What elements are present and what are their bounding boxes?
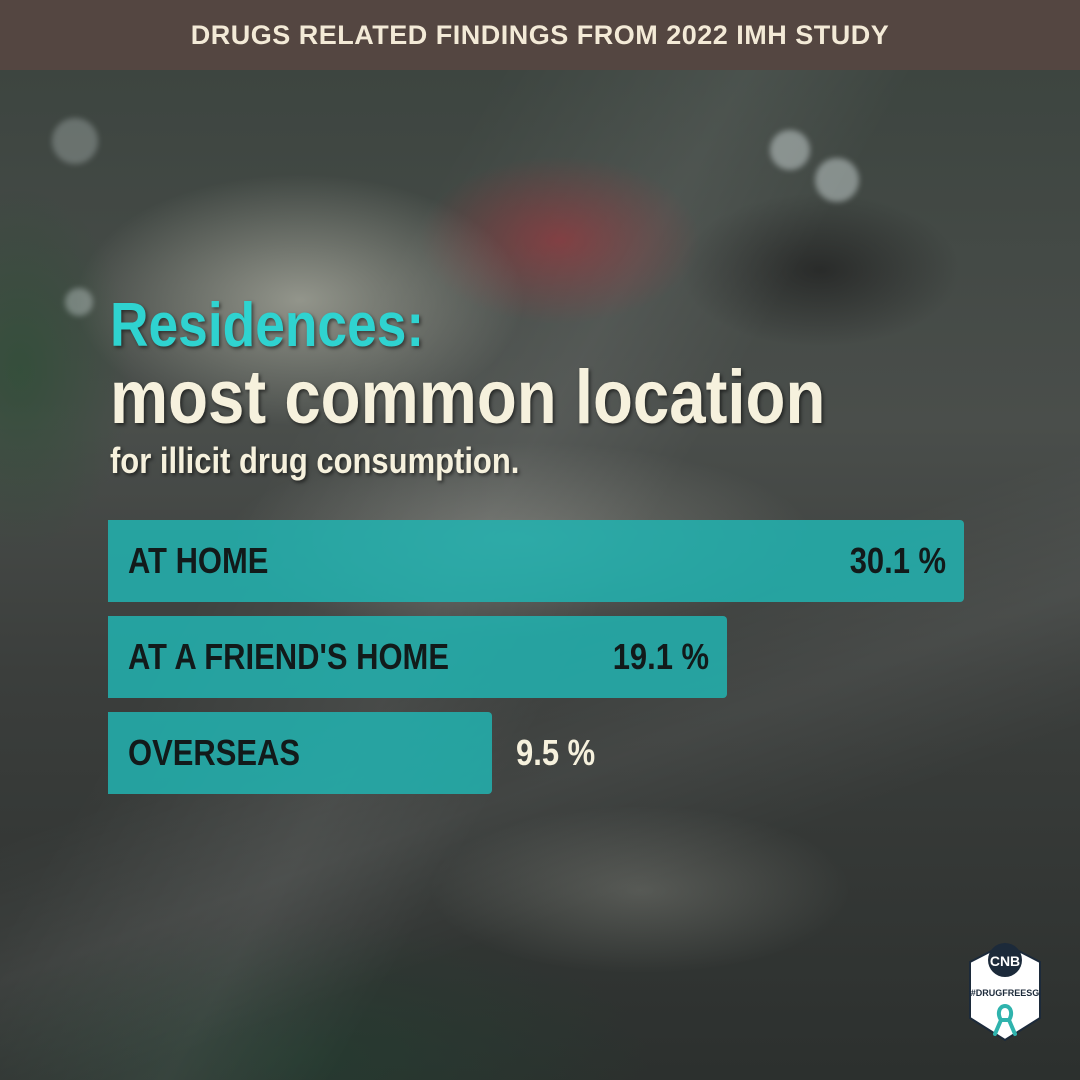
headline-block: Residences: most common location for ill…: [110, 292, 942, 486]
badge-hashtag: #DRUGFREESG: [971, 988, 1040, 998]
bar-chart: AT HOME 30.1 % AT A FRIEND'S HOME 19.1 % OVE…: [108, 520, 988, 800]
bar-1: [108, 520, 964, 602]
headline-main: most common location: [110, 355, 826, 440]
bar-value-2: 19.1 %: [612, 636, 709, 677]
bar-3: [108, 712, 492, 794]
bar-label-3: OVERSEAS: [128, 732, 301, 773]
headline-accent: Residences:: [110, 291, 425, 360]
bar-label-2: AT A FRIEND'S HOME: [128, 636, 449, 677]
headline-sub: for illicit drug consumption.: [110, 440, 520, 481]
top-banner: DRUGS RELATED FINDINGS FROM 2022 IMH STU…: [0, 0, 1080, 70]
bar-2: [108, 616, 727, 698]
cnb-seal: [988, 943, 1022, 977]
banner-title: DRUGS RELATED FINDINGS FROM 2022 IMH STU…: [190, 19, 890, 50]
bar-label-1: AT HOME: [128, 540, 269, 581]
ribbon-icon: [993, 1004, 1017, 1036]
cnb-drugfree-badge: CNB #DRUGFREESG: [969, 942, 1041, 1042]
badge-org: CNB: [990, 953, 1020, 969]
bar-value-3: 9.5 %: [516, 732, 596, 773]
bar-value-1: 30.1 %: [849, 540, 946, 581]
